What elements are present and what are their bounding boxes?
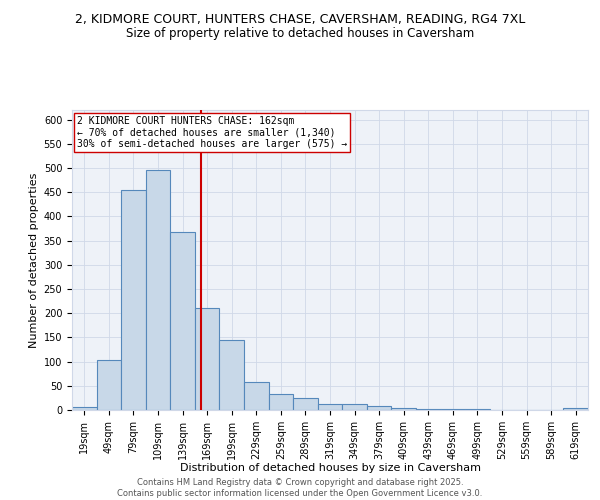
Text: Contains HM Land Registry data © Crown copyright and database right 2025.
Contai: Contains HM Land Registry data © Crown c… [118, 478, 482, 498]
Bar [293, 398, 318, 410]
Bar [97, 360, 121, 410]
Bar [318, 404, 342, 410]
Bar [269, 394, 293, 410]
Bar [367, 406, 391, 410]
Bar [195, 308, 220, 410]
Text: 2 KIDMORE COURT HUNTERS CHASE: 162sqm
← 70% of detached houses are smaller (1,34: 2 KIDMORE COURT HUNTERS CHASE: 162sqm ← … [77, 116, 347, 149]
Bar [170, 232, 195, 410]
Bar [465, 409, 490, 410]
Bar [391, 408, 416, 410]
Text: 2, KIDMORE COURT, HUNTERS CHASE, CAVERSHAM, READING, RG4 7XL: 2, KIDMORE COURT, HUNTERS CHASE, CAVERSH… [75, 12, 525, 26]
Bar [563, 408, 588, 410]
Bar [220, 340, 244, 410]
Bar [146, 170, 170, 410]
Text: Size of property relative to detached houses in Caversham: Size of property relative to detached ho… [126, 28, 474, 40]
X-axis label: Distribution of detached houses by size in Caversham: Distribution of detached houses by size … [179, 464, 481, 473]
Bar [342, 404, 367, 410]
Bar [244, 382, 269, 410]
Bar [121, 190, 146, 410]
Bar [72, 406, 97, 410]
Y-axis label: Number of detached properties: Number of detached properties [29, 172, 40, 348]
Bar [440, 409, 465, 410]
Bar [416, 409, 440, 410]
